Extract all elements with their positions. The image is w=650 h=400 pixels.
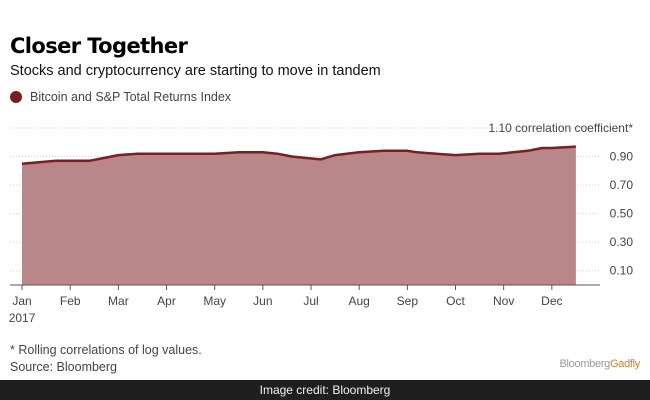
chart-area: 1.10 correlation coefficient* 0.90 0.70 0.5… (9, 121, 634, 325)
legend: Bitcoin and S&P Total Returns Index (10, 90, 231, 104)
x-tick-label: Jan (12, 294, 31, 308)
y-tick-label: 1.10 correlation coefficient* (488, 121, 633, 135)
brand-logo-part2: Gadfly (610, 358, 640, 370)
x-tick-label: May (203, 294, 226, 308)
x-tick-label: Jul (303, 294, 318, 308)
image-credit: Image credit: Bloomberg (0, 380, 650, 400)
y-tick-label: 0.90 (610, 150, 634, 164)
series-area (22, 146, 576, 285)
x-tick-label: Feb (60, 294, 81, 308)
legend-label: Bitcoin and S&P Total Returns Index (30, 90, 232, 104)
x-tick-label: Mar (108, 294, 129, 308)
brand-logo-part1: Bloomberg (559, 358, 611, 370)
brand-logo: BloombergGadfly (560, 358, 641, 370)
footnote: * Rolling correlations of log values. (10, 343, 202, 357)
x-tick-label: Nov (493, 294, 514, 308)
source-note: Source: Bloomberg (10, 360, 118, 374)
chart-subtitle: Stocks and cryptocurrency are starting t… (10, 63, 381, 79)
x-tick-label: Sep (397, 294, 419, 308)
y-tick-label: 0.30 (610, 235, 634, 249)
x-tick-label: Aug (349, 294, 370, 308)
y-tick-label: 0.50 (610, 207, 634, 221)
x-tick-label: Oct (446, 294, 465, 308)
chart-title: Closer Together (10, 34, 188, 58)
x-tick-year-label: 2017 (9, 311, 36, 325)
x-tick-label: Dec (541, 294, 562, 308)
legend-swatch (10, 91, 22, 103)
x-tick-label: Apr (157, 294, 176, 308)
series-line (21, 145, 576, 165)
y-tick-label: 0.70 (610, 178, 634, 192)
y-tick-label: 0.10 (610, 264, 634, 278)
x-tick-label: Jun (253, 294, 272, 308)
